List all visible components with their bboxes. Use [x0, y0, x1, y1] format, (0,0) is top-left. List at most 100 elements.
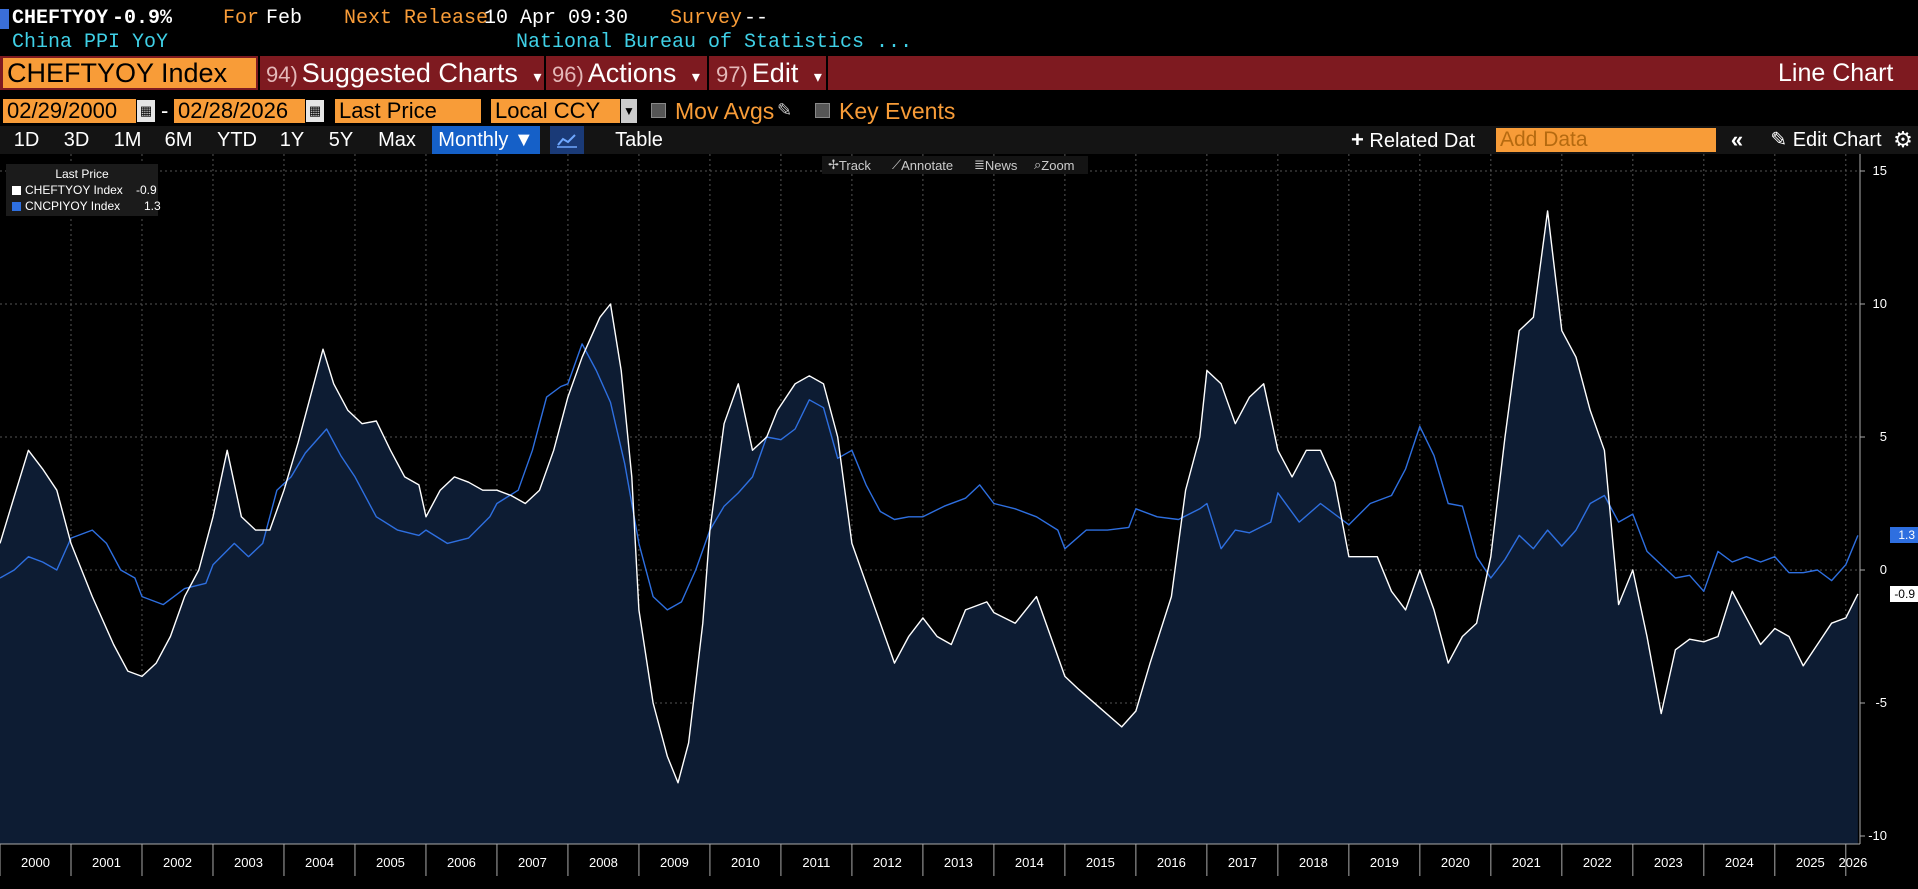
ticker-label: CHEFTYOY: [12, 7, 109, 30]
news-label: News: [984, 158, 1018, 173]
suggested-charts-num: 94): [266, 62, 298, 87]
period-1m-button[interactable]: 1M: [113, 129, 142, 151]
key-events-checkbox[interactable]: [815, 103, 830, 118]
track-tool[interactable]: ✢ Track: [828, 157, 871, 173]
end-date-input[interactable]: 02/28/2026: [174, 99, 305, 123]
cncpiyoy-line: [0, 343, 1859, 611]
edit-chart-button[interactable]: ✎ Edit Chart: [1758, 126, 1894, 154]
period-1y-button[interactable]: 1Y: [279, 129, 305, 151]
collapse-double-chevron-icon[interactable]: «: [1730, 127, 1744, 152]
add-data-input[interactable]: Add Data: [1496, 128, 1716, 152]
legend-series-value: 1.3: [144, 199, 161, 213]
annotate-label: Annotate: [901, 158, 954, 173]
x-tick-label: 2018: [1299, 855, 1328, 870]
start-date-input[interactable]: 02/29/2000: [3, 99, 136, 123]
table-button[interactable]: Table: [615, 129, 663, 151]
annotate-tool[interactable]: ⟋ Annotate: [892, 157, 954, 173]
news-tool[interactable]: ≣ News: [974, 157, 1018, 173]
actions-caret-icon: ▾: [691, 69, 700, 86]
track-label: Track: [838, 158, 871, 173]
y-tick-label: 10: [1873, 296, 1887, 311]
period-max-button[interactable]: Max: [378, 129, 416, 151]
survey-label: Survey: [670, 7, 743, 30]
ticker-input[interactable]: CHEFTYOY Index: [3, 58, 256, 88]
chart-tools-bar: ✢ Track ⟋ Annotate ≣ News ⌕ Zoom: [822, 156, 1088, 174]
x-tick-label: 2025: [1796, 855, 1825, 870]
currency-dropdown-icon[interactable]: ▼: [621, 99, 637, 123]
x-tick-label: 2015: [1086, 855, 1115, 870]
last-value-label-cncpiyoy: 1.3: [1890, 527, 1918, 544]
actions-menu[interactable]: 96) Actions ▾: [552, 56, 700, 90]
y-tick-label: -5: [1875, 695, 1887, 710]
mov-avgs-checkbox[interactable]: [651, 103, 666, 118]
y-tick-label: 5: [1880, 429, 1887, 444]
for-value: Feb: [266, 7, 303, 30]
x-tick-label: 2023: [1654, 855, 1683, 870]
security-indicator: [0, 9, 9, 29]
end-calendar-icon[interactable]: ▦: [306, 100, 324, 122]
legend-swatch-white: [12, 186, 21, 195]
period-3d-button[interactable]: 3D: [63, 129, 90, 151]
function-menubar: [0, 56, 1918, 90]
x-tick-label: 2010: [731, 855, 760, 870]
line-chart[interactable]: 15 10 5 0 -5 -10 2000 2001 2002 2003 2004 2005 2006 2…: [0, 154, 1918, 889]
x-tick-label: 2020: [1441, 855, 1470, 870]
suggested-charts-menu[interactable]: 94) Suggested Charts ▾: [266, 56, 541, 90]
zoom-label: Zoom: [1041, 158, 1075, 173]
x-tick-label: 2002: [163, 855, 192, 870]
pencil-icon[interactable]: ✎: [777, 100, 793, 120]
y-tick-label: 15: [1873, 163, 1887, 178]
last-change: -0.9%: [112, 7, 173, 30]
chart-axes: 15 10 5 0 -5 -10 2000 2001 2002 2003 2004 2005 2006 2…: [0, 154, 1918, 876]
zoom-tool[interactable]: ⌕ Zoom: [1034, 157, 1075, 173]
survey-value: --: [744, 7, 769, 30]
key-events-label[interactable]: Key Events: [839, 98, 956, 124]
line-chart-icon[interactable]: [550, 126, 584, 154]
x-tick-label: 2021: [1512, 855, 1541, 870]
legend-swatch-blue: [12, 202, 21, 211]
next-release-value: 10 Apr 09:30: [484, 7, 629, 30]
legend-series-name: CHEFTYOY Index: [25, 183, 123, 197]
y-tick-label: -10: [1868, 828, 1887, 843]
related-data-label: Related Dat: [1369, 130, 1476, 152]
chart-type-label[interactable]: Line Chart: [1778, 59, 1894, 87]
actions-num: 96): [552, 62, 584, 87]
period-ytd-button[interactable]: YTD: [217, 129, 257, 151]
x-tick-label: 2019: [1370, 855, 1399, 870]
mov-avgs-label[interactable]: Mov Avgs: [675, 98, 775, 124]
actions-label: Actions: [587, 58, 677, 88]
chart-legend[interactable]: Last Price CHEFTYOY Index -0.9 CNCPIYOY …: [6, 164, 161, 216]
edit-pencil-icon: ✎: [1770, 129, 1788, 151]
x-tick-label: 2016: [1157, 855, 1186, 870]
x-tick-label: 2006: [447, 855, 476, 870]
x-tick-label: 2003: [234, 855, 263, 870]
x-tick-label: 2004: [305, 855, 334, 870]
edit-menu[interactable]: 97) Edit ▾: [716, 56, 822, 90]
related-data-button[interactable]: + Related Dat: [1345, 126, 1482, 154]
x-tick-label: 2009: [660, 855, 689, 870]
currency-select[interactable]: Local CCY: [491, 99, 620, 123]
start-calendar-icon[interactable]: ▦: [137, 100, 155, 122]
legend-series-name: CNCPIYOY Index: [25, 199, 121, 213]
period-6m-button[interactable]: 6M: [164, 129, 193, 151]
period-1d-button[interactable]: 1D: [13, 129, 40, 151]
x-tick-label: 2008: [589, 855, 618, 870]
security-description: China PPI YoY: [12, 31, 169, 54]
legend-item-cheftyoy[interactable]: CHEFTYOY Index -0.9: [12, 183, 157, 197]
legend-item-cncpiyoy[interactable]: CNCPIYOY Index 1.3: [12, 199, 161, 213]
period-5y-button[interactable]: 5Y: [328, 129, 354, 151]
x-tick-label: 2022: [1583, 855, 1612, 870]
frequency-select[interactable]: Monthly ▼: [432, 126, 540, 154]
edit-label: Edit: [751, 58, 799, 88]
x-tick-label: 2017: [1228, 855, 1257, 870]
data-source-link[interactable]: National Bureau of Statistics ...: [516, 31, 913, 54]
x-tick-label: 2007: [518, 855, 547, 870]
cheftyoy-line: [0, 210, 1859, 784]
x-tick-label: 2011: [802, 855, 830, 870]
x-tick-label: 2012: [873, 855, 902, 870]
x-tick-label: 2026: [1838, 855, 1867, 870]
x-tick-label: 2001: [92, 855, 121, 870]
x-tick-label: 2000: [21, 855, 50, 870]
field-select[interactable]: Last Price: [335, 99, 481, 123]
settings-gear-icon[interactable]: ⚙: [1893, 127, 1913, 152]
